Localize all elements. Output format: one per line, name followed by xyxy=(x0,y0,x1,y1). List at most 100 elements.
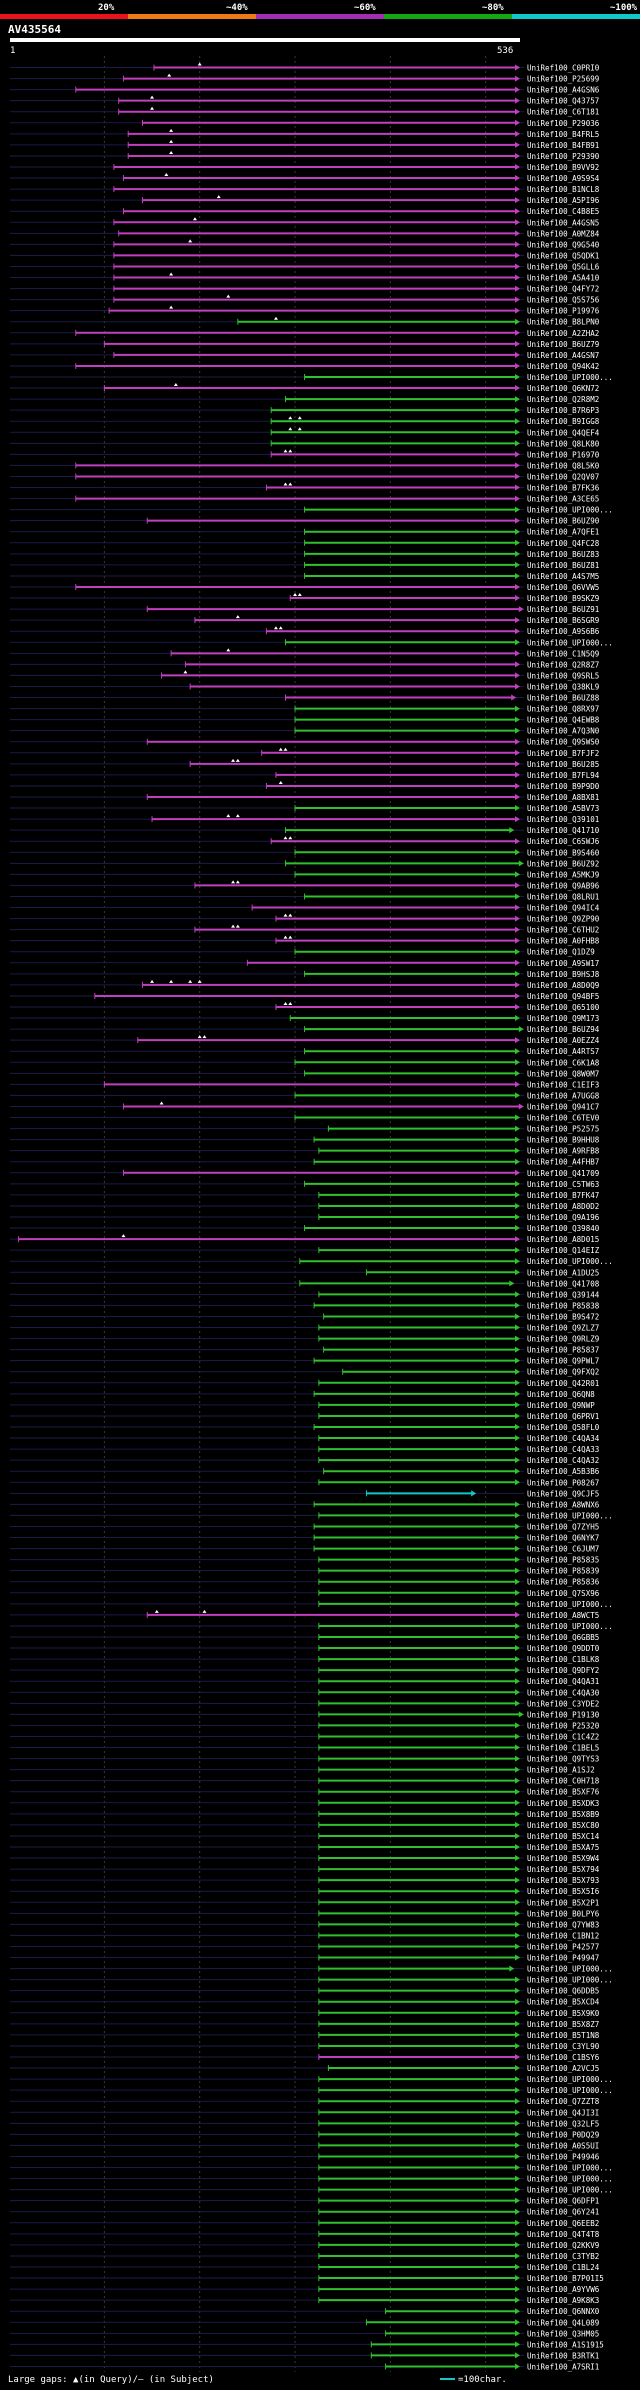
hit-arrow xyxy=(515,130,520,137)
hit-id-label: UniRef100_Q7SX96 xyxy=(527,1589,600,1598)
hit-arrow xyxy=(515,1446,520,1453)
hit-arrow xyxy=(515,584,520,590)
hit-arrow xyxy=(515,683,520,690)
hit-row: UniRef100_Q9A196 xyxy=(10,1213,600,1222)
hit-id-label: UniRef100_Q6PRV1 xyxy=(527,1412,599,1421)
hit-id-label: UniRef100_Q6DDB5 xyxy=(527,1987,599,1996)
hit-arrow xyxy=(515,1125,520,1132)
hit-arrow xyxy=(515,1335,520,1342)
query-gap-marker xyxy=(235,924,240,928)
hit-row: UniRef100_A7Q3N0 xyxy=(10,727,600,736)
hit-id-label: UniRef100_Q6KN72 xyxy=(527,384,599,393)
hit-id-label: UniRef100_Q4EWB8 xyxy=(527,716,600,725)
hit-row: UniRef100_Q4FC28 xyxy=(10,539,600,548)
hit-id-label: UniRef100_C0PRI0 xyxy=(527,64,600,73)
hit-row: UniRef100_Q6QN8 xyxy=(10,1390,595,1399)
hit-id-label: UniRef100_A4GSN7 xyxy=(527,351,599,360)
hit-row: UniRef100_Q38KL9 xyxy=(10,682,599,691)
hit-arrow xyxy=(515,108,520,115)
hit-arrow xyxy=(515,1136,520,1143)
hit-id-label: UniRef100_A8D0Q9 xyxy=(527,981,599,990)
hit-arrow xyxy=(515,1147,520,1154)
hit-arrow xyxy=(515,1611,520,1618)
hit-id-label: UniRef100_B9P9D0 xyxy=(527,782,600,791)
hit-id-label: UniRef100_UPI000... xyxy=(527,2086,613,2095)
query-gap-marker xyxy=(288,416,293,420)
hit-id-label: UniRef100_A4RTS7 xyxy=(527,1047,599,1056)
hit-id-label: UniRef100_C3YL90 xyxy=(527,2042,600,2051)
hit-arrow xyxy=(515,1634,520,1640)
hit-row: UniRef100_B6UZ83 xyxy=(10,550,599,559)
hit-arrow xyxy=(515,2076,520,2083)
hit-arrow xyxy=(515,528,520,535)
hit-arrow xyxy=(515,1899,520,1906)
hit-row: UniRef100_P85836 xyxy=(10,1578,600,1587)
hit-row: UniRef100_Q94IC4 xyxy=(10,904,600,913)
hit-id-label: UniRef100_B9IGG8 xyxy=(527,417,600,426)
query-gap-marker xyxy=(235,814,240,818)
hit-id-label: UniRef100_Q14EIZ xyxy=(527,1246,600,1255)
hit-id-label: UniRef100_A8WNX6 xyxy=(527,1500,600,1509)
hit-id-label: UniRef100_Q58FL0 xyxy=(527,1423,600,1432)
hit-id-label: UniRef100_C6TEV0 xyxy=(527,1114,600,1123)
hit-arrow xyxy=(515,2098,520,2105)
legend-label: 20% xyxy=(98,3,115,13)
hit-id-label: UniRef100_A2ZHA2 xyxy=(527,329,599,338)
hit-row: UniRef100_B4FB91 xyxy=(10,139,599,150)
hit-arrow xyxy=(515,473,520,480)
hit-arrow xyxy=(515,650,520,657)
hit-id-label: UniRef100_UPI000... xyxy=(527,1257,613,1266)
hit-id-label: UniRef100_A8WCT5 xyxy=(527,1611,599,1620)
hit-id-label: UniRef100_C0H718 xyxy=(527,1777,600,1786)
hit-row: UniRef100_Q3HM05 xyxy=(10,2329,599,2338)
hit-row: UniRef100_B5X2P1 xyxy=(10,1898,599,1907)
hit-row: UniRef100_B5T1N8 xyxy=(10,2031,600,2040)
hit-id-label: UniRef100_C1C4Z2 xyxy=(527,1732,599,1741)
hit-row: UniRef100_UPI000... xyxy=(10,1257,613,1266)
hit-arrow xyxy=(515,462,520,469)
hit-row: UniRef100_P52575 xyxy=(10,1125,599,1134)
hit-row: UniRef100_Q9NWP xyxy=(10,1401,595,1410)
hit-row: UniRef100_Q9TYS3 xyxy=(10,1755,599,1764)
hit-arrow xyxy=(515,307,520,314)
hit-row: UniRef100_Q39144 xyxy=(10,1290,600,1299)
hit-arrow xyxy=(515,1578,520,1585)
hit-row: UniRef100_C3YL90 xyxy=(10,2042,600,2051)
hit-id-label: UniRef100_C6K1A8 xyxy=(527,1058,600,1067)
query-gap-marker xyxy=(231,924,236,928)
hit-id-label: UniRef100_P16970 xyxy=(527,450,600,459)
hit-id-label: UniRef100_Q94BF5 xyxy=(527,992,599,1001)
query-gap-marker xyxy=(169,979,174,983)
hit-arrow xyxy=(515,595,520,602)
query-gap-marker xyxy=(288,836,293,840)
hit-arrow xyxy=(515,782,520,789)
hit-arrow xyxy=(515,915,520,922)
hit-row: UniRef100_B6UZ91 xyxy=(10,605,599,614)
hit-arrow xyxy=(471,1490,477,1497)
hit-arrow xyxy=(515,1954,520,1961)
legend-label: ~100% xyxy=(610,3,638,13)
hit-arrow xyxy=(515,2197,520,2204)
legend-color-bar xyxy=(512,14,640,19)
hit-row: UniRef100_C1BLK8 xyxy=(10,1655,600,1664)
hit-row: UniRef100_C3TYB2 xyxy=(10,2252,599,2261)
hit-row: UniRef100_A9S9S4 xyxy=(10,173,600,183)
hit-id-label: UniRef100_P0DQ29 xyxy=(527,2130,599,2139)
hit-row: UniRef100_Q8LK80 xyxy=(10,439,600,448)
hit-arrow xyxy=(515,75,520,82)
hit-arrow xyxy=(515,1468,520,1475)
hit-row: UniRef100_P29390 xyxy=(10,150,600,161)
hit-id-label: UniRef100_B6UZ90 xyxy=(527,517,600,526)
hit-id-label: UniRef100_B4FRL5 xyxy=(527,130,599,139)
hit-row: UniRef100_A1S1915 xyxy=(10,2340,604,2349)
hit-id-label: UniRef100_P25320 xyxy=(527,1721,600,1730)
hit-id-label: UniRef100_B5XC14 xyxy=(527,1832,600,1841)
hit-row: UniRef100_A3CE65 xyxy=(10,495,599,504)
hit-row: UniRef100_A8BX81 xyxy=(10,793,599,802)
hit-id-label: UniRef100_Q41708 xyxy=(527,1279,600,1288)
hit-arrow xyxy=(515,1302,520,1309)
hit-id-label: UniRef100_Q42R01 xyxy=(527,1379,599,1388)
query-gap-marker xyxy=(283,747,288,751)
hit-arrow xyxy=(515,1070,520,1077)
hit-row: UniRef100_Q9RLZ9 xyxy=(10,1335,599,1344)
